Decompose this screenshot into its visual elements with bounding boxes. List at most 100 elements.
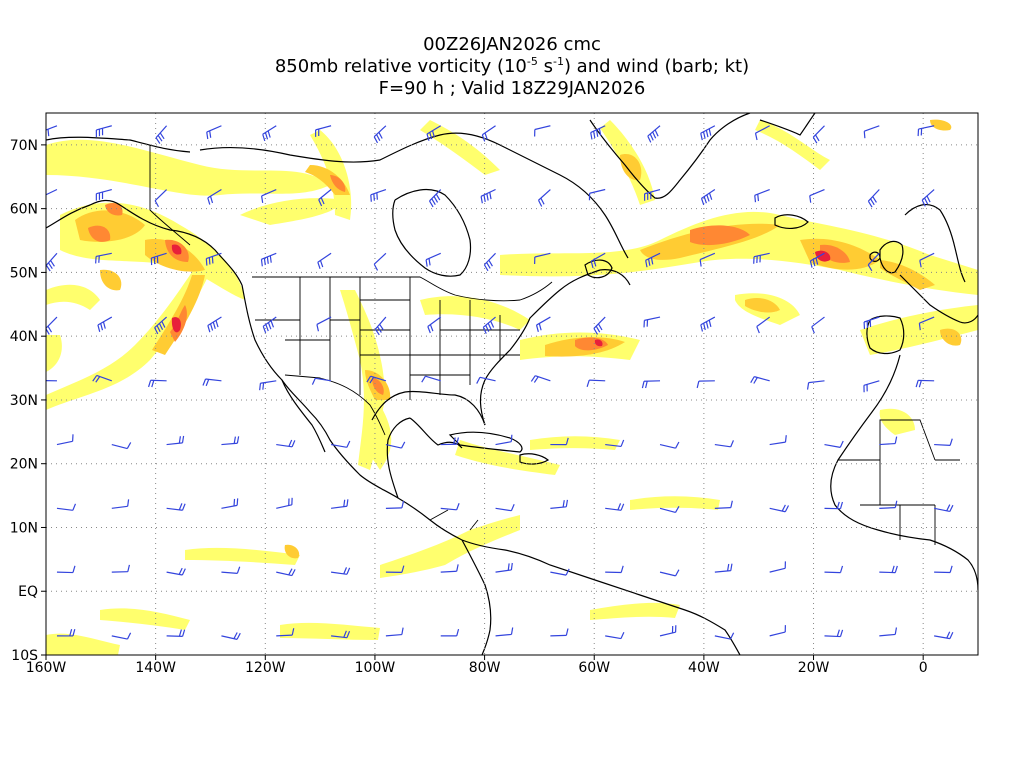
wind-barb xyxy=(699,252,716,267)
wind-barb xyxy=(56,565,76,574)
wind-barb xyxy=(809,188,825,203)
x-tick-label: 60W xyxy=(578,660,610,676)
y-tick-label: 60N xyxy=(10,202,38,218)
wind-barb xyxy=(867,252,880,272)
y-tick-label: 30N xyxy=(10,393,38,409)
wind-barb xyxy=(714,563,733,573)
wind-barbs xyxy=(46,125,954,640)
wind-barb xyxy=(863,125,880,139)
wind-barb xyxy=(824,565,844,574)
y-axis-ticks: 10S EQ 10N 20N 30N 40N 50N 60N 70N xyxy=(10,138,46,664)
wind-barb xyxy=(483,252,496,272)
vort-band-arctic-canada xyxy=(240,198,345,225)
vort-band-trade-1 xyxy=(630,496,720,510)
wind-barb xyxy=(205,252,222,266)
coast-gulf-mexico xyxy=(371,390,486,499)
y-tick-label: 70N xyxy=(10,138,38,154)
wind-barb xyxy=(46,125,58,138)
x-tick-label: 80W xyxy=(469,660,501,676)
wind-barb xyxy=(373,252,387,271)
border-central-america xyxy=(429,509,479,531)
wind-barb xyxy=(714,632,735,640)
wind-barb xyxy=(56,434,74,446)
wind-barb xyxy=(427,316,442,334)
wind-barb xyxy=(330,440,351,448)
x-tick-label: 160W xyxy=(26,660,67,676)
y-tick-label: 10S xyxy=(11,648,38,664)
x-tick-label: 120W xyxy=(245,660,286,676)
wind-barb xyxy=(385,627,404,637)
us-states-grid xyxy=(255,277,520,400)
wind-barb xyxy=(385,441,406,449)
wind-barb xyxy=(385,565,405,573)
coast-uk xyxy=(869,240,904,274)
wind-barb xyxy=(586,379,606,387)
wind-barb xyxy=(440,437,459,446)
vort-band-brazil xyxy=(590,602,680,620)
wind-barb xyxy=(92,374,112,383)
wind-barb xyxy=(421,375,441,383)
coast-iberia xyxy=(866,315,905,355)
wind-barb xyxy=(476,376,496,384)
wind-barb xyxy=(221,632,241,640)
border-africa xyxy=(838,419,960,545)
wind-barb xyxy=(934,565,953,574)
wind-barb xyxy=(863,316,880,330)
map-title: 00Z26JAN2026 cmc 850mb relative vorticit… xyxy=(0,34,1024,100)
wind-barb xyxy=(207,316,222,333)
wind-barb xyxy=(259,380,277,391)
wind-barb xyxy=(605,565,624,574)
wind-barb xyxy=(495,434,513,446)
wind-barb xyxy=(590,252,606,269)
wind-barb xyxy=(659,569,680,577)
coast-west-na xyxy=(241,284,463,541)
y-tick-label: 50N xyxy=(10,265,38,281)
coast-south-america xyxy=(461,539,741,655)
border-alaska-canada xyxy=(149,145,191,246)
wind-barb xyxy=(700,316,716,332)
wind-barb xyxy=(276,568,296,577)
vort-band-pac-w2 xyxy=(46,335,62,372)
wind-barb xyxy=(440,628,460,637)
wind-barb xyxy=(316,316,332,332)
wind-barb xyxy=(46,188,58,196)
y-tick-label: 20N xyxy=(10,457,38,473)
wind-barb xyxy=(934,504,954,513)
wind-barb xyxy=(550,499,569,509)
wind-barb xyxy=(154,189,168,208)
wind-barb xyxy=(588,188,606,201)
wind-barb xyxy=(605,631,625,640)
wind-barb xyxy=(647,125,661,143)
vort-band-tropical-pac xyxy=(185,547,300,565)
wind-barb xyxy=(809,252,825,268)
x-tick-label: 140W xyxy=(135,660,176,676)
coastlines xyxy=(46,113,978,655)
wind-barb xyxy=(645,252,661,268)
wind-barb xyxy=(867,189,880,208)
wind-barb xyxy=(111,632,132,640)
wind-barb xyxy=(262,316,277,334)
wind-barb xyxy=(373,125,387,144)
wind-barb xyxy=(750,376,770,384)
wind-barb xyxy=(202,378,222,387)
vort-band-subtropical xyxy=(530,436,620,450)
wind-barb xyxy=(221,566,241,574)
wind-barb xyxy=(879,627,898,637)
wind-barb xyxy=(917,125,935,137)
coast-canada-arctic xyxy=(199,132,629,259)
plot-frame xyxy=(45,112,979,656)
wind-barb xyxy=(495,562,513,573)
title-line-2: 850mb relative vorticity (10-5 s-1) and … xyxy=(274,55,750,77)
wind-barb xyxy=(824,501,844,510)
wind-barb xyxy=(155,125,168,144)
wind-barb xyxy=(370,188,387,202)
wind-barb xyxy=(605,503,625,511)
wind-barb xyxy=(550,568,570,576)
vort-band-africa-west xyxy=(879,408,915,435)
wind-barb xyxy=(276,497,293,509)
wind-barb xyxy=(262,125,277,142)
wind-barb xyxy=(481,125,496,142)
vort-band-caribbean xyxy=(455,440,560,475)
wind-barb xyxy=(700,125,716,141)
wind-barb xyxy=(261,188,277,203)
